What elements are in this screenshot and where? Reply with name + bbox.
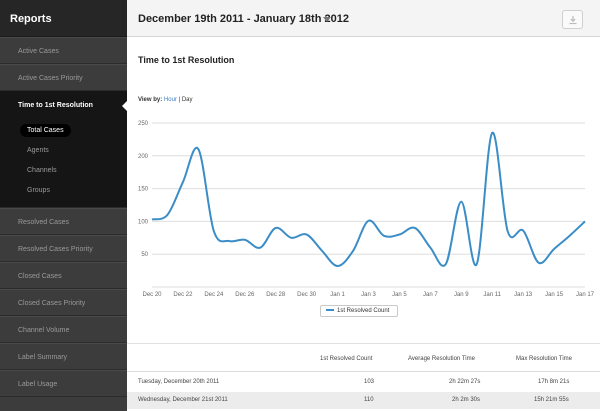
y-tick-label: 100 xyxy=(138,219,149,225)
sidebar-item-resolved-cases[interactable]: Resolved Cases xyxy=(0,208,127,235)
x-tick-label: Dec 24 xyxy=(204,292,224,298)
row-avg: 2h 2m 30s xyxy=(452,397,481,403)
x-tick-label: Dec 22 xyxy=(173,292,193,298)
sidebar-item-label-usage[interactable]: Label Usage xyxy=(0,370,127,397)
sidebar-item-closed-cases-priority[interactable]: Closed Cases Priority xyxy=(0,289,127,316)
sidebar-subitem-total-cases[interactable]: Total Cases xyxy=(0,121,127,141)
legend-label: 1st Resolved Count xyxy=(337,308,390,314)
row-date: Tuesday, December 20th 2011 xyxy=(138,379,220,385)
sidebar-subitem-groups[interactable]: Groups xyxy=(27,187,50,194)
sidebar-item-resolved-cases-priority[interactable]: Resolved Cases Priority xyxy=(0,235,127,262)
x-tick-label: Dec 20 xyxy=(142,292,162,298)
x-tick-label: Jan 1 xyxy=(330,292,345,298)
sidebar-item-active-cases-priority[interactable]: Active Cases Priority xyxy=(0,64,127,91)
date-range-selector[interactable]: December 19th 2011 - January 18th 2012 xyxy=(138,13,349,25)
download-button[interactable] xyxy=(562,10,583,29)
sidebar-item-active-cases[interactable]: Active Cases xyxy=(0,37,127,64)
download-icon xyxy=(569,16,577,25)
sidebar-item-channel-volume[interactable]: Channel Volume xyxy=(0,316,127,343)
view-by-hour-link[interactable]: Hour xyxy=(163,97,177,103)
view-by-day[interactable]: Day xyxy=(181,97,193,103)
sidebar-item-closed-cases[interactable]: Closed Cases xyxy=(0,262,127,289)
header: December 19th 2011 - January 18th 2012 xyxy=(127,0,600,37)
table-row: Wednesday, December 21st 2011 110 2h 2m … xyxy=(127,392,600,409)
x-tick-label: Jan 13 xyxy=(514,292,533,298)
row-avg: 2h 22m 27s xyxy=(449,379,481,385)
x-tick-label: Dec 28 xyxy=(266,292,286,298)
x-tick-label: Jan 5 xyxy=(392,292,407,298)
y-tick-label: 150 xyxy=(138,187,149,193)
view-by: View by: Hour | Day xyxy=(138,97,193,103)
x-tick-label: Jan 15 xyxy=(545,292,564,298)
row-date: Wednesday, December 21st 2011 xyxy=(138,397,228,403)
row-count: 110 xyxy=(364,397,374,403)
x-tick-label: Jan 17 xyxy=(576,292,595,298)
main-panel: Time to 1st Resolution View by: Hour | D… xyxy=(127,37,600,411)
chart-legend[interactable]: 1st Resolved Count xyxy=(320,305,398,317)
column-header-average-time[interactable]: Average Resolution Time xyxy=(408,356,475,362)
x-tick-label: Jan 3 xyxy=(361,292,376,298)
legend-swatch xyxy=(326,309,334,312)
y-tick-label: 200 xyxy=(138,154,149,160)
row-count: 103 xyxy=(364,379,375,385)
y-tick-label: 250 xyxy=(138,121,149,127)
y-tick-label: 50 xyxy=(141,252,148,258)
sidebar-item-time-to-1st-resolution[interactable]: Time to 1st Resolution xyxy=(0,91,127,118)
row-max: 17h 8m 21s xyxy=(538,379,570,385)
column-header-max-time[interactable]: Max Resolution Time xyxy=(516,356,573,362)
view-by-separator: | xyxy=(178,97,181,103)
x-tick-label: Jan 9 xyxy=(454,292,469,298)
table-header-rule xyxy=(127,371,600,372)
sidebar-subitem-label: Total Cases xyxy=(20,124,71,137)
sidebar: Reports Active Cases Active Cases Priori… xyxy=(0,0,127,411)
sidebar-subitem-agents[interactable]: Agents xyxy=(27,147,49,154)
x-tick-label: Dec 30 xyxy=(297,292,317,298)
x-tick-label: Jan 7 xyxy=(423,292,438,298)
sidebar-title: Reports xyxy=(0,0,127,37)
row-max: 15h 21m 55s xyxy=(534,397,569,403)
divider xyxy=(127,343,600,344)
x-tick-label: Dec 26 xyxy=(235,292,255,298)
series-line xyxy=(151,131,586,268)
sidebar-subitem-channels[interactable]: Channels xyxy=(27,167,57,174)
x-tick-label: Jan 11 xyxy=(483,292,501,298)
view-by-label: View by: xyxy=(138,97,163,103)
sidebar-item-label-summary[interactable]: Label Summary xyxy=(0,343,127,370)
line-chart: 250 200 150 100 50 Dec 20 Dec 22 Dec 24 Dec 26 De… xyxy=(138,121,595,298)
table-row: Tuesday, December 20th 2011 103 2h 22m 2… xyxy=(127,374,600,391)
chart-title: Time to 1st Resolution xyxy=(138,55,235,65)
column-header-resolved-count[interactable]: 1st Resolved Count xyxy=(320,356,373,362)
sidebar-submenu: Total Cases Agents Channels Groups xyxy=(0,118,127,208)
caret-down-icon[interactable] xyxy=(323,17,331,22)
